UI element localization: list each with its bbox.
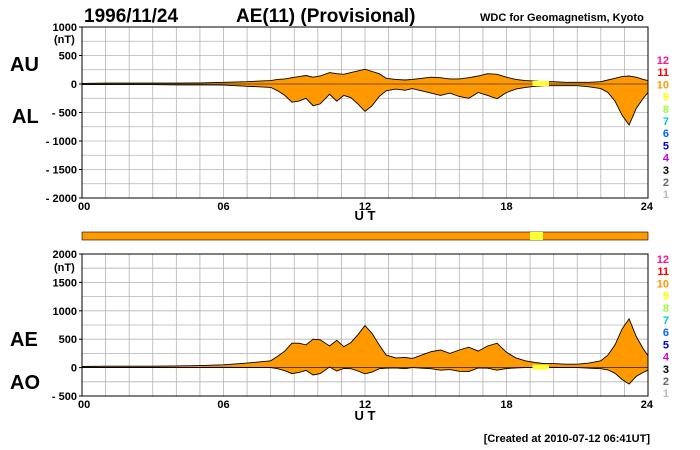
ytick-label: 1000: [53, 22, 77, 34]
ytick-label: - 2000: [46, 193, 77, 205]
ytick-label: 0: [71, 363, 77, 375]
legend-entry: 10: [657, 278, 669, 290]
legend-entry: 8: [663, 104, 669, 116]
ytick-label: - 500: [52, 391, 77, 403]
ytick-label: 500: [59, 334, 77, 346]
legend-entry: 9: [663, 291, 669, 303]
xtick-label: 18: [500, 201, 512, 213]
station-bar-fill: [81, 231, 649, 241]
ytick-label: 0: [71, 79, 77, 91]
al-line: [82, 84, 649, 126]
station-bar: [81, 231, 649, 241]
au-al-xlabel: U T: [355, 208, 376, 223]
ytick-label: - 500: [52, 108, 77, 120]
au-al-unit: (nT): [54, 34, 75, 46]
al-label: AL: [12, 106, 39, 128]
legend-entry: 4: [663, 153, 670, 165]
data-source: WDC for Geomagnetism, Kyoto: [480, 12, 644, 24]
legend-entry: 11: [657, 266, 669, 278]
xtick-label: 18: [500, 399, 512, 411]
ae-ao-frame: [81, 253, 649, 397]
ytick-label: 2000: [53, 249, 77, 261]
au-al-area: [82, 69, 648, 125]
legend-entry: 9: [663, 92, 669, 104]
baseline-highlight: [532, 81, 549, 86]
legend-entry: 11: [657, 67, 669, 79]
xtick-label: 00: [78, 399, 90, 411]
legend-entry: 12: [657, 254, 669, 266]
legend-entry: 3: [663, 165, 669, 177]
created-timestamp: [Created at 2010-07-12 06:41UT]: [484, 433, 651, 445]
ae-label: AE: [10, 329, 38, 351]
legend-entry: 1: [663, 189, 669, 201]
ytick-label: - 1500: [46, 165, 77, 177]
au-al-xtick-labels: 00 06 12 18 24: [78, 201, 654, 213]
au-al-grid: [82, 27, 648, 198]
ytick-label: - 1000: [46, 136, 77, 148]
legend-entry: 4: [663, 352, 670, 364]
legend-entry: 6: [663, 327, 669, 339]
legend-entry: 5: [663, 339, 669, 351]
legend-entry: 5: [663, 140, 669, 152]
xtick-label: 24: [641, 399, 654, 411]
au-line: [81, 68, 649, 84]
legend-entry: 1: [663, 388, 669, 400]
au-al-ytick-labels: 1000 500 0 - 500 - 1000 - 1500 - 2000: [46, 22, 82, 205]
plot-title: AE(11) (Provisional): [236, 6, 416, 27]
xtick-label: 00: [78, 201, 90, 213]
ytick-label: 500: [59, 51, 77, 63]
station-bar-highlight: [530, 232, 543, 240]
ae-ao-xlabel: U T: [355, 408, 376, 423]
ao-label: AO: [10, 372, 40, 394]
ae-ao-ytick-labels: 2000 1500 1000 500 0 - 500: [52, 249, 82, 403]
legend-entry: 2: [663, 177, 669, 189]
legend-entry: 10: [657, 79, 669, 91]
legend-entry: 8: [663, 303, 669, 315]
xtick-label: 24: [641, 201, 654, 213]
xtick-label: 06: [217, 201, 229, 213]
xtick-label: 12: [359, 201, 371, 213]
ytick-label: 1500: [53, 277, 77, 289]
baseline-highlight: [532, 364, 549, 370]
legend-entry: 7: [663, 116, 669, 128]
ytick-label: 1000: [53, 306, 77, 318]
plot-date: 1996/11/24: [84, 6, 178, 27]
legend-entry: 12: [657, 55, 669, 67]
ae-line: [81, 317, 649, 367]
legend-entry: 2: [663, 376, 669, 388]
legend-entry: 6: [663, 128, 669, 140]
ae-ao-xtick-labels: 00 06 12 18 24: [78, 399, 654, 411]
xtick-label: 12: [359, 399, 371, 411]
legend-entry: 3: [663, 364, 669, 376]
xtick-label: 06: [217, 399, 229, 411]
ae-ao-unit: (nT): [54, 262, 75, 274]
legend-entry: 7: [663, 315, 669, 327]
au-label: AU: [10, 54, 39, 76]
